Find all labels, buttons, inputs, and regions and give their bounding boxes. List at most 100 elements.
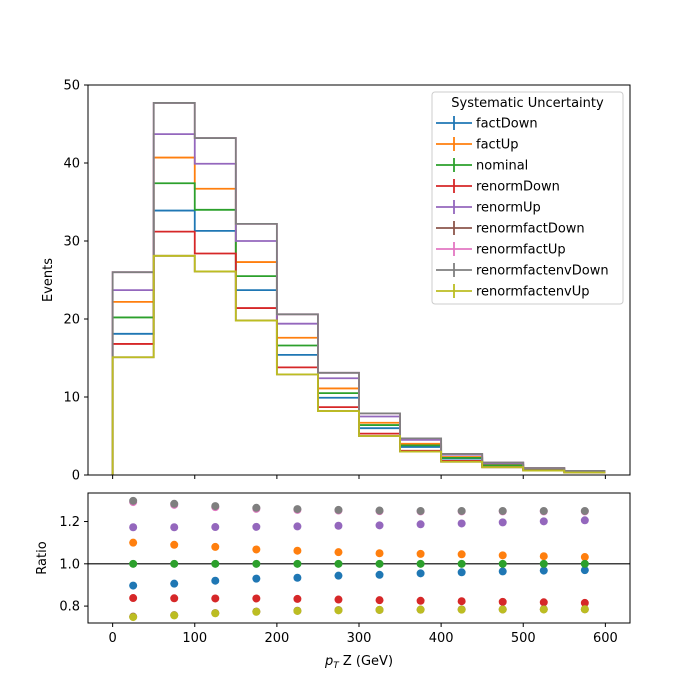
ratio-point-factDown <box>129 581 138 590</box>
ratio-point-nominal <box>129 559 138 568</box>
ratio-point-renormfactenvUp <box>334 606 343 615</box>
bottom-xtick-label: 100 <box>182 631 207 646</box>
ratio-point-nominal <box>334 559 343 568</box>
ratio-point-factDown <box>170 579 179 588</box>
ratio-point-factUp <box>211 542 220 551</box>
ratio-point-renormDown <box>457 597 466 606</box>
histogram-renormfactenvUp <box>111 254 606 475</box>
bottom-ytick-label: 1.0 <box>59 557 80 572</box>
ratio-point-renormUp <box>211 523 220 532</box>
ratio-point-nominal <box>580 559 589 568</box>
ratio-point-renormfactenvDown <box>252 503 261 512</box>
histogram-renormfactenvDown <box>111 102 606 475</box>
ratio-point-factDown <box>375 570 384 579</box>
ratio-point-factDown <box>334 571 343 580</box>
bottom-ylabel: Ratio <box>35 541 50 574</box>
ratio-point-factDown <box>416 569 425 578</box>
ratio-point-renormfactenvUp <box>252 607 261 616</box>
ratio-point-renormfactenvDown <box>498 506 507 515</box>
ratio-point-factUp <box>334 548 343 557</box>
ratio-point-factUp <box>129 538 138 547</box>
ratio-point-factDown <box>498 567 507 576</box>
ratio-point-renormUp <box>293 522 302 531</box>
legend-label-factDown: factDown <box>476 117 538 132</box>
ratio-point-renormfactenvUp <box>580 605 589 614</box>
ratio-point-nominal <box>539 559 548 568</box>
ratio-point-nominal <box>170 559 179 568</box>
ratio-point-renormfactenvDown <box>457 506 466 515</box>
ratio-point-renormfactenvDown <box>416 506 425 515</box>
top-ytick-label: 50 <box>63 79 80 94</box>
ratio-point-factUp <box>416 549 425 558</box>
ratio-point-renormUp <box>539 517 548 526</box>
ratio-point-renormfactenvDown <box>129 496 138 505</box>
ratio-point-renormDown <box>580 598 589 607</box>
legend-label-renormDown: renormDown <box>476 180 560 195</box>
ratio-point-renormfactenvDown <box>170 499 179 508</box>
ratio-point-renormfactenvUp <box>293 606 302 615</box>
ratio-point-factDown <box>539 566 548 575</box>
legend-title: Systematic Uncertainty <box>451 96 604 111</box>
ratio-point-renormDown <box>416 596 425 605</box>
ratio-point-renormDown <box>252 594 261 603</box>
ratio-point-renormUp <box>252 522 261 531</box>
bottom-panel: 0.8 1.0 1.2 0 100 200 300 400 500 600 Ratio pT Z (G… <box>35 492 631 671</box>
legend-label-renormfactUp: renormfactUp <box>476 243 566 258</box>
legend-box <box>431 91 624 305</box>
top-ytick-label: 20 <box>63 313 80 328</box>
legend-label-renormfactenvUp: renormfactenvUp <box>476 285 590 300</box>
ratio-point-renormUp <box>580 516 589 525</box>
ratio-point-renormDown <box>211 594 220 603</box>
ratio-point-factDown <box>293 573 302 582</box>
bottom-xtick-label: 0 <box>108 631 116 646</box>
ratio-point-renormDown <box>170 594 179 603</box>
bottom-ytick-label: 1.2 <box>59 515 80 530</box>
legend-label-nominal: nominal <box>476 159 528 174</box>
bottom-xtick-label: 400 <box>429 631 454 646</box>
ratio-point-renormUp <box>334 521 343 530</box>
bottom-plot-area <box>88 493 630 623</box>
legend: Systematic Uncertainty factDown factUp nomi… <box>431 91 624 305</box>
xlabel: pT Z (GeV) <box>324 654 393 671</box>
ratio-point-renormDown <box>334 595 343 604</box>
ratio-point-renormDown <box>129 594 138 603</box>
bottom-xtick-label: 200 <box>264 631 289 646</box>
ratio-point-factUp <box>252 545 261 554</box>
top-ytick-label: 0 <box>72 469 80 484</box>
ratio-point-renormUp <box>498 518 507 527</box>
legend-label-renormUp: renormUp <box>476 201 541 216</box>
ratio-point-renormfactenvUp <box>457 605 466 614</box>
ratio-point-factUp <box>457 550 466 559</box>
ratio-point-nominal <box>498 559 507 568</box>
ratio-point-renormfactenvDown <box>375 506 384 515</box>
ratio-point-renormUp <box>129 523 138 532</box>
ratio-point-factUp <box>580 553 589 562</box>
top-ytick-label: 30 <box>63 235 80 250</box>
bottom-ytick-label: 0.8 <box>59 600 80 615</box>
ratio-point-renormfactenvUp <box>375 605 384 614</box>
ratio-point-renormfactenvDown <box>580 506 589 515</box>
top-panel: 0 10 20 30 40 50 Events Systematic Uncertainty f… <box>41 79 631 484</box>
ratio-point-factDown <box>252 574 261 583</box>
ratio-point-renormDown <box>498 597 507 606</box>
top-ylabel: Events <box>41 258 56 302</box>
ratio-point-factDown <box>457 568 466 577</box>
ratio-point-renormfactenvDown <box>211 502 220 511</box>
ratio-point-renormfactenvDown <box>539 506 548 515</box>
ratio-point-renormfactenvUp <box>498 605 507 614</box>
ratio-point-renormUp <box>457 519 466 528</box>
ratio-point-nominal <box>416 559 425 568</box>
legend-label-factUp: factUp <box>476 138 519 153</box>
legend-label-renormfactDown: renormfactDown <box>476 222 585 237</box>
ratio-point-renormUp <box>170 523 179 532</box>
ratio-point-renormfactenvDown <box>334 505 343 514</box>
ratio-point-renormDown <box>293 594 302 603</box>
ratio-point-factUp <box>170 540 179 549</box>
bottom-xtick-label: 500 <box>511 631 536 646</box>
ratio-point-nominal <box>293 559 302 568</box>
legend-label-renormfactenvDown: renormfactenvDown <box>476 264 609 279</box>
ratio-point-renormfactenvUp <box>416 605 425 614</box>
ratio-point-renormfactenvDown <box>293 505 302 514</box>
